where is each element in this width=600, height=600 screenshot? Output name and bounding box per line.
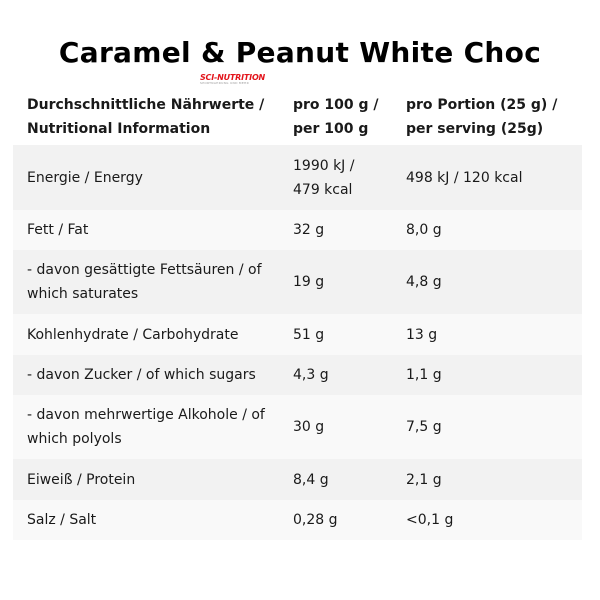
header-text: Durchschnittliche Nährwerte / (27, 96, 265, 113)
header-text: per serving (25g) (406, 120, 544, 137)
header-per-serving: pro Portion (25 g) / per serving (25g) (392, 88, 582, 145)
value-per-100g: 0,28 g (279, 500, 392, 540)
value-per-serving: 8,0 g (406, 222, 442, 238)
nutrient-label: Fett / Fat (13, 210, 279, 250)
nutrient-label: - davon gesättigte Fettsäuren / of which … (13, 250, 279, 314)
value-per-100g: 19 g (279, 250, 392, 314)
logo-tagline: SPORTNAHRUNG UND MEHR (200, 81, 249, 85)
nutrient-label-text: Eiweiß / Protein (27, 471, 136, 488)
table-row: - davon gesättigte Fettsäuren / of which … (13, 250, 582, 314)
nutrient-label-text: - davon Zucker / of which sugars (27, 367, 256, 383)
table-row: Kohlenhydrate / Carbohydrate 51 g 13 g (13, 314, 582, 355)
value-per-100g: 8,4 g (279, 459, 392, 500)
table-row: - davon mehrwertige Alkohole / of which p… (13, 395, 582, 459)
value-per-100g-text: 51 g (293, 326, 325, 343)
value-per-serving: 2,1 g (406, 471, 442, 488)
table-row: Energie / Energy 1990 kJ / 479 kcal 498 kJ … (13, 145, 582, 210)
value-per-serving: 498 kJ / 120 kcal (406, 169, 523, 186)
value-per-serving: 7,5 g (406, 419, 442, 435)
header-text: pro Portion (25 g) / (406, 96, 558, 113)
table-row: - davon Zucker / of which sugars 4,3 g 1,1… (13, 355, 582, 395)
nutrition-table: Durchschnittliche Nährwerte / Nutritional… (13, 88, 582, 540)
header-nutrition: Durchschnittliche Nährwerte / Nutritional… (13, 88, 279, 145)
value-per-100g-text: 19 g (293, 274, 325, 290)
nutrient-label: Kohlenhydrate / Carbohydrate (13, 314, 279, 355)
nutrient-label-text: Energie / Energy (27, 169, 143, 186)
value-per-serving: 4,8 g (406, 274, 442, 290)
table-row: Fett / Fat 32 g 8,0 g (13, 210, 582, 250)
nutrient-label-text: - davon gesättigte Fettsäuren / of (27, 262, 262, 278)
value-per-100g: 30 g (279, 395, 392, 459)
value-per-100g: 32 g (279, 210, 392, 250)
value-per-100g-text: 0,28 g (293, 512, 338, 528)
page-title: Caramel & Peanut White Choc (58, 36, 542, 69)
value-per-100g-text: 1990 kJ / (293, 157, 355, 174)
nutrient-label: - davon mehrwertige Alkohole / of which p… (13, 395, 279, 459)
value-per-100g-text: 8,4 g (293, 471, 329, 488)
table-row: Eiweiß / Protein 8,4 g 2,1 g (13, 459, 582, 500)
table-header: Durchschnittliche Nährwerte / Nutritional… (13, 88, 582, 145)
header-per-100g: pro 100 g / per 100 g (279, 88, 392, 145)
nutrient-label: Eiweiß / Protein (13, 459, 279, 500)
value-per-100g: 1990 kJ / 479 kcal (279, 145, 392, 210)
nutrient-label-text: which polyols (27, 431, 122, 447)
header-text: per 100 g (293, 120, 369, 137)
value-per-100g-text: 30 g (293, 419, 325, 435)
value-per-100g-text: 479 kcal (293, 181, 353, 198)
table-row: Salz / Salt 0,28 g <0,1 g (13, 500, 582, 540)
header-text: pro 100 g / (293, 96, 379, 113)
value-per-100g-text: 32 g (293, 222, 325, 238)
value-per-serving: 13 g (406, 326, 438, 343)
nutrient-label: - davon Zucker / of which sugars (13, 355, 279, 395)
logo-text: SCI-NUTRITION (200, 73, 266, 82)
nutrient-label: Salz / Salt (13, 500, 279, 540)
header-text: Nutritional Information (27, 120, 211, 137)
nutrient-label-text: which saturates (27, 286, 139, 302)
sci-nutrition-logo: SCI-NUTRITION SPORTNAHRUNG UND MEHR (200, 74, 265, 85)
nutrient-label-text: - davon mehrwertige Alkohole / of (27, 407, 265, 423)
value-per-serving: <0,1 g (406, 512, 454, 528)
nutrient-label-text: Fett / Fat (27, 222, 89, 238)
value-per-100g: 51 g (279, 314, 392, 355)
nutrient-label-text: Salz / Salt (27, 512, 97, 528)
nutrient-label-text: Kohlenhydrate / Carbohydrate (27, 326, 239, 343)
value-per-100g-text: 4,3 g (293, 367, 329, 383)
value-per-serving: 1,1 g (406, 367, 442, 383)
nutrient-label: Energie / Energy (13, 145, 279, 210)
value-per-100g: 4,3 g (279, 355, 392, 395)
